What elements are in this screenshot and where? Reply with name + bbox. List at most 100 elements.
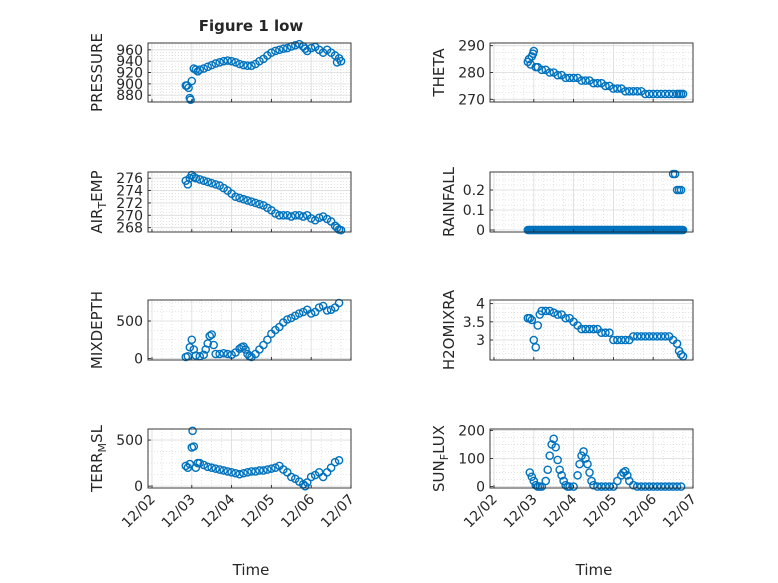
data-point	[561, 313, 570, 323]
data-point	[632, 86, 642, 96]
data-point	[203, 62, 213, 72]
data-point	[623, 471, 632, 480]
data-point	[545, 451, 555, 460]
data-point	[283, 315, 292, 324]
data-point	[306, 309, 316, 318]
data-point	[326, 463, 336, 473]
y-axis-label: SUNFLUX	[430, 425, 451, 492]
data-point	[243, 61, 252, 70]
data-point	[545, 68, 555, 77]
data-point	[559, 476, 568, 486]
y-axis-label: H2OMIXRA	[440, 289, 458, 370]
data-point	[625, 86, 634, 96]
data-point	[585, 324, 594, 334]
y-tick-label: 270	[458, 92, 485, 108]
data-point	[549, 308, 558, 318]
data-point	[286, 472, 296, 482]
data-point	[609, 335, 618, 345]
x-axis-label-left: Time	[232, 561, 270, 579]
data-point	[601, 482, 610, 491]
data-point	[529, 46, 539, 56]
data-point	[235, 59, 244, 69]
data-point	[553, 310, 562, 319]
data-point	[259, 340, 268, 350]
data-point	[290, 40, 300, 50]
data-point	[195, 65, 205, 74]
data-point	[660, 89, 670, 99]
x-tick-label: 12/04	[199, 491, 239, 531]
x-tick-label: 12/02	[461, 492, 501, 532]
y-tick-label: 200	[458, 423, 485, 439]
data-point	[565, 73, 574, 83]
data-point	[283, 210, 292, 220]
y-tick-label: 880	[116, 88, 143, 104]
data-point	[271, 46, 280, 56]
data-point	[557, 471, 566, 480]
y-tick-label: 274	[116, 184, 143, 200]
data-point	[575, 459, 584, 469]
data-point	[235, 469, 244, 479]
data-point	[231, 468, 240, 478]
data-point	[541, 306, 551, 316]
y-axis-label: TERRMSL	[88, 424, 109, 493]
data-point	[191, 173, 201, 183]
data-point	[648, 89, 658, 99]
data-point	[314, 213, 324, 223]
data-point	[581, 76, 590, 85]
x-tick-label: 12/03	[501, 492, 541, 532]
data-point	[636, 332, 646, 341]
data-point	[209, 340, 218, 350]
data-point	[561, 480, 570, 490]
data-point	[551, 442, 560, 452]
data-point	[302, 478, 312, 487]
data-point	[294, 309, 304, 318]
y-tick-label: 3.5	[463, 315, 485, 331]
data-point	[529, 476, 539, 486]
data-point	[279, 210, 288, 220]
data-point	[267, 464, 276, 473]
y-tick-label: 290	[458, 39, 485, 55]
data-point	[231, 57, 240, 67]
data-point	[648, 482, 658, 491]
data-point	[211, 180, 220, 189]
data-point	[660, 482, 670, 491]
data-point	[524, 54, 534, 64]
data-point	[203, 177, 213, 187]
data-point	[678, 225, 688, 235]
data-point	[589, 480, 598, 490]
data-point	[537, 482, 547, 491]
data-point	[286, 212, 296, 221]
data-point	[211, 59, 220, 68]
x-tick-label: 12/03	[159, 492, 199, 532]
data-point	[597, 328, 606, 338]
data-point	[336, 225, 346, 235]
y-tick-label: 0.2	[463, 183, 485, 199]
data-point	[211, 349, 220, 359]
data-point	[589, 78, 598, 88]
data-point	[219, 466, 228, 475]
data-point	[271, 209, 280, 218]
x-tick-label: 12/06	[278, 491, 318, 531]
data-point	[227, 56, 236, 66]
data-point	[569, 73, 578, 83]
data-point	[182, 81, 192, 90]
data-point	[195, 458, 205, 468]
data-point	[219, 348, 228, 358]
panel-terr-msl: 500 0 TERRMSL 12/02 12/03 12/04 12/05 12/06 12/0…	[88, 424, 358, 531]
data-point	[577, 324, 586, 334]
data-point	[593, 78, 602, 88]
data-point	[621, 86, 630, 96]
data-point	[628, 332, 638, 341]
data-point	[251, 467, 260, 476]
data-point	[678, 89, 688, 99]
y-tick-label: 276	[116, 171, 143, 187]
data-point	[231, 192, 240, 202]
data-point	[585, 468, 594, 477]
data-point	[189, 442, 199, 451]
data-point	[290, 210, 300, 220]
data-point	[247, 197, 256, 206]
data-point	[597, 482, 606, 491]
y-tick-label: 268	[116, 221, 143, 237]
data-point	[239, 194, 248, 204]
